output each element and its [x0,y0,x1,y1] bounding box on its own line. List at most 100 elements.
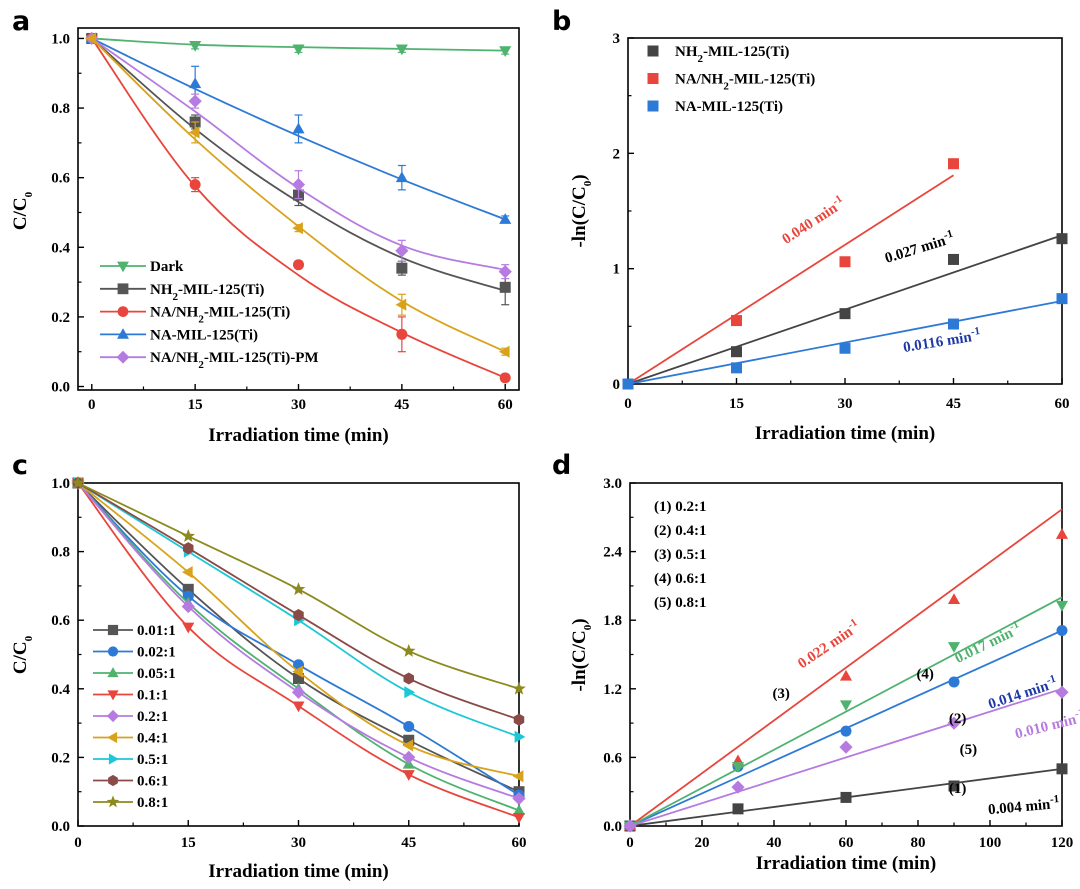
legend-label-part: 0.5:1 [137,752,168,768]
data-point [189,179,201,191]
data-point [181,599,195,614]
data-point [188,126,200,139]
series-b-2 [622,293,1068,390]
legend-label: NH2-MIL-125(Ti) [675,44,789,65]
legend-marker [647,45,659,57]
x-axis-title: Irradiation time (min) [755,423,935,444]
y-tick-label: 2.4 [603,545,622,561]
data-point [291,582,306,596]
annotation: 0.040 min-1 [778,193,848,248]
x-axis-title: Irradiation time (min) [208,861,388,882]
data-point [401,643,416,657]
legend-label-part: 0.01:1 [137,623,176,639]
y-tick-label: 0.8 [51,101,70,117]
data-point [498,345,510,358]
data-point [948,676,960,688]
data-point [512,804,526,815]
legend-label-part: NA/NH [150,305,199,321]
panel-d: d 0 20 40 60 80 100 120 0.0 0.6 1.2 1.8 2.4 3.0 Irradi… [552,450,1080,874]
data-point [395,44,408,56]
data-point [498,265,512,279]
y-tick-label: 0.8 [51,545,70,561]
legend-entry: (4) 0.6:1 [654,571,707,587]
legend-label: 0.1:1 [137,688,168,704]
series-c-7 [72,476,525,726]
annotation: 0.017 min-1 [951,618,1024,667]
data-point [1055,600,1069,612]
legend-marker [647,73,659,84]
legend-label: 0.6:1 [137,774,168,790]
series-a-0 [85,34,512,57]
panel-a: a 0 15 30 45 60 0.0 0.2 0.4 0.6 0.8 1.0 Irradiation … [10,6,520,446]
annotation-part: 0.040 min [779,200,841,248]
data-point [512,813,526,824]
data-point [293,259,304,271]
legend-b: NH2-MIL-125(Ti)NA/NH2-MIL-125(Ti)NA-MIL-… [647,44,815,115]
x-tick-label: 100 [979,835,1002,851]
x-axis-title: Irradiation time (min) [756,853,936,874]
annotation: (4) [916,667,934,683]
annotation-part: (1) [949,781,967,797]
y-tick-label: 1.0 [51,31,70,47]
legend-marker [106,709,120,723]
legend-label-part: NA-MIL-125(Ti) [675,99,783,115]
x-tick-label: 15 [181,835,196,851]
x-tick-label: 0 [88,397,96,413]
data-point [402,750,416,764]
x-tick-label: 45 [394,397,409,413]
legend-label: NH2-MIL-125(Ti) [150,282,264,303]
legend-label-part: -MIL-125(Ti) [178,282,264,298]
annotation-part: 0.014 min [986,678,1051,713]
data-point [292,665,303,678]
annotation-part: 0.027 min [883,233,948,267]
legend-label-part: 2 [198,314,204,326]
legend-entry: (5) 0.8:1 [654,595,707,611]
legend-label-part: -MIL-125(Ti) [703,44,789,60]
data-point [395,298,407,311]
y-axis-title: -ln(C/C0) [569,618,594,691]
y-tick-label: 0.6 [51,613,70,629]
annotation: (1) [949,781,967,797]
legend-marker [107,624,119,636]
legend-label-part: NH [675,44,698,60]
data-point [948,318,959,330]
annotation-part: -1 [942,228,954,242]
y-tick-label: 1.2 [603,682,622,698]
y-axis-title-part: 0 [23,635,35,641]
legend-label-part: Dark [150,259,184,275]
data-point [189,77,202,89]
x-tick-label: 60 [839,835,854,851]
y-tick-label: 0.2 [51,310,70,326]
y-tick-label: 0.6 [51,171,70,187]
series-a-5 [85,32,510,358]
data-point [1056,293,1068,305]
annotation: 0.022 min-1 [793,616,863,672]
y-tick-label: 0.0 [51,380,70,396]
data-point [182,590,194,602]
panel-label-d: d [552,450,571,481]
x-axis-title: Irradiation time (min) [208,425,388,446]
data-point [731,315,742,327]
y-tick-label: 0.2 [51,750,70,766]
legend-label-part: 2 [198,359,204,371]
x-tick-label: 30 [838,396,853,412]
data-point [182,583,194,595]
annotation: 0.004 min-1 [987,793,1060,818]
data-point [513,713,525,726]
panel-label-b: b [552,6,571,37]
series-c-8 [71,475,526,695]
legend-label: NA-MIL-125(Ti) [675,99,783,115]
annotation: 0.014 min-1 [985,673,1059,713]
annotation-part: 0.0116 min [902,329,973,356]
data-point [499,46,512,57]
data-point [512,770,524,783]
x-tick-label: 0 [626,835,634,851]
data-point [840,791,852,803]
data-point [622,378,634,390]
legend-label: 0.4:1 [137,731,168,747]
legend-label: Dark [150,259,184,275]
data-point [514,730,526,743]
legend-label-part: -MIL-125(Ti)-PM [204,350,319,366]
y-tick-label: 2 [613,146,621,162]
fit-curve [91,37,506,379]
